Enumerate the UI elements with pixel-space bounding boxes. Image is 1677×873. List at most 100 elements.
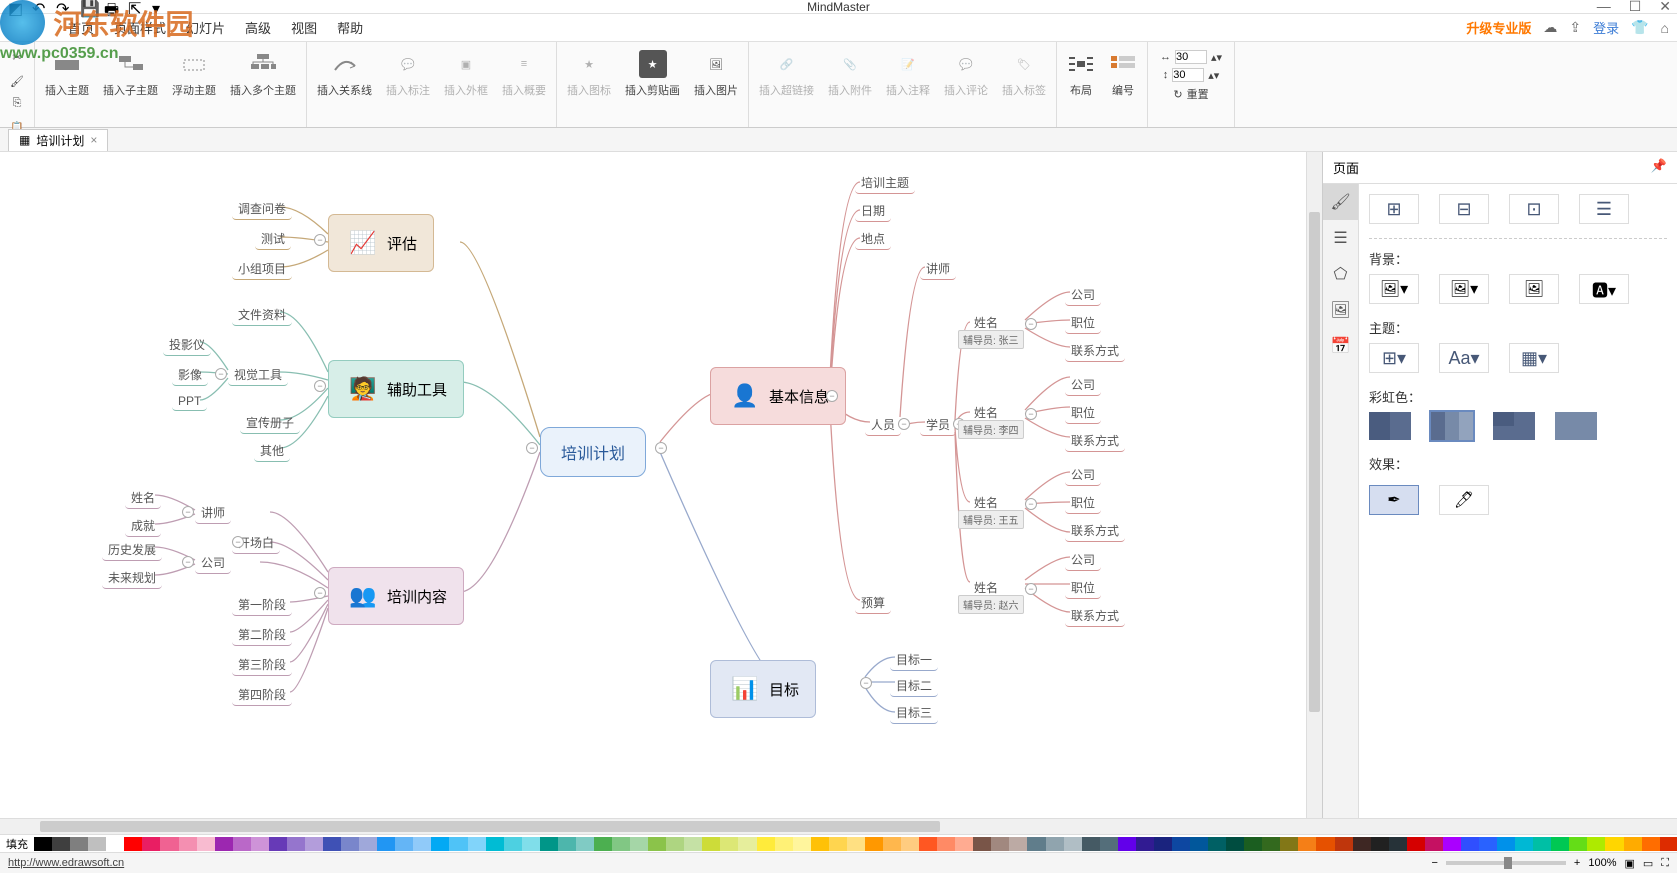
collapse-teacher-icon[interactable]: − xyxy=(182,506,194,518)
collapse-content-icon[interactable]: − xyxy=(314,587,326,599)
color-swatch[interactable] xyxy=(793,837,811,851)
color-swatch[interactable] xyxy=(1335,837,1353,851)
color-swatch[interactable] xyxy=(1064,837,1082,851)
leaf-name2[interactable]: 姓名 xyxy=(125,487,161,509)
person-tag[interactable]: 辅导员: 王五 xyxy=(958,510,1024,529)
leaf-budget[interactable]: 预算 xyxy=(855,592,891,614)
collapse-person-icon[interactable]: − xyxy=(1025,408,1037,420)
color-swatch[interactable] xyxy=(612,837,630,851)
pin-icon[interactable]: 📌 xyxy=(1651,158,1667,177)
undo-icon[interactable]: ↶ xyxy=(32,0,48,15)
color-swatch[interactable] xyxy=(684,837,702,851)
color-swatch[interactable] xyxy=(522,837,540,851)
color-swatch[interactable] xyxy=(630,837,648,851)
save-icon[interactable]: 💾 xyxy=(80,0,96,15)
color-swatch[interactable] xyxy=(1208,837,1226,851)
color-swatch[interactable] xyxy=(811,837,829,851)
branch-content[interactable]: 👥 培训内容 xyxy=(328,567,464,625)
tag-button[interactable]: 🏷插入标签 xyxy=(998,46,1050,102)
person-tag[interactable]: 辅导员: 李四 xyxy=(958,420,1024,439)
iconmark-button[interactable]: ★插入图标 xyxy=(563,46,615,102)
collapse-people-icon[interactable]: − xyxy=(898,418,910,430)
leaf-teacher[interactable]: 讲师 xyxy=(920,258,956,280)
color-swatch[interactable] xyxy=(1515,837,1533,851)
tab-help[interactable]: 帮助 xyxy=(337,18,363,37)
rainbow-4[interactable] xyxy=(1555,412,1597,440)
leaf-goal3[interactable]: 目标三 xyxy=(890,702,938,724)
color-swatch[interactable] xyxy=(1009,837,1027,851)
leaf-p3[interactable]: 第三阶段 xyxy=(232,654,292,676)
format-painter-button[interactable]: 🖌 xyxy=(6,70,28,92)
float-topic-button[interactable]: 浮动主题 xyxy=(168,46,220,102)
color-swatch[interactable] xyxy=(1298,837,1316,851)
leaf-p4[interactable]: 第四阶段 xyxy=(232,684,292,706)
mindmap-canvas[interactable]: 培训计划 − − 👤 基本信息 − 培训主题 日期 地点 人员 − 预算 讲师 … xyxy=(0,152,1306,818)
color-swatch[interactable] xyxy=(377,837,395,851)
color-swatch[interactable] xyxy=(865,837,883,851)
leaf-company[interactable]: 公司 xyxy=(1065,549,1101,571)
branch-eval[interactable]: 📈 评估 xyxy=(328,214,434,272)
layout-thumb-3[interactable]: ⊡ xyxy=(1509,194,1559,224)
color-swatch[interactable] xyxy=(1100,837,1118,851)
leaf-doc[interactable]: 文件资料 xyxy=(232,304,292,326)
color-swatch[interactable] xyxy=(955,837,973,851)
cut-button[interactable]: ✂ xyxy=(6,46,28,68)
color-swatch[interactable] xyxy=(359,837,377,851)
color-swatch[interactable] xyxy=(197,837,215,851)
layout-thumb-1[interactable]: ⊞ xyxy=(1369,194,1419,224)
theme-thumb-color[interactable]: ▦▾ xyxy=(1509,343,1559,373)
collapse-person-icon[interactable]: − xyxy=(1025,583,1037,595)
color-swatch[interactable] xyxy=(160,837,178,851)
theme-thumb-font[interactable]: Aa▾ xyxy=(1439,343,1489,373)
doc-tab-close-icon[interactable]: × xyxy=(90,133,97,147)
layout-thumb-4[interactable]: ☰ xyxy=(1579,194,1629,224)
copy-button[interactable]: ⎘ xyxy=(6,92,28,114)
leaf-company[interactable]: 公司 xyxy=(195,552,231,574)
upgrade-link[interactable]: 升级专业版 xyxy=(1466,18,1531,37)
color-swatch[interactable] xyxy=(1660,837,1677,851)
leaf-contact[interactable]: 联系方式 xyxy=(1065,605,1125,627)
leaf-contact[interactable]: 联系方式 xyxy=(1065,340,1125,362)
color-swatch[interactable] xyxy=(305,837,323,851)
leaf-goal2[interactable]: 目标二 xyxy=(890,675,938,697)
fit-page-icon[interactable]: ▣ xyxy=(1624,857,1634,870)
color-swatch[interactable] xyxy=(1262,837,1280,851)
color-swatch[interactable] xyxy=(883,837,901,851)
panel-tab-outline-icon[interactable]: ☰ xyxy=(1323,220,1358,256)
collapse-basic-icon[interactable]: − xyxy=(826,390,838,402)
color-swatch[interactable] xyxy=(775,837,793,851)
clipart-button[interactable]: ★插入剪贴画 xyxy=(621,46,684,102)
color-swatch[interactable] xyxy=(1533,837,1551,851)
insert-subtopic-button[interactable]: 插入子主题 xyxy=(99,46,162,102)
insert-topic-button[interactable]: 插入主题 xyxy=(41,46,93,102)
leaf-brochure[interactable]: 宣传册子 xyxy=(240,412,300,434)
leaf-student[interactable]: 学员 xyxy=(920,414,956,436)
comment-button[interactable]: 💬插入评论 xyxy=(940,46,992,102)
color-swatch[interactable] xyxy=(829,837,847,851)
collapse-person-icon[interactable]: − xyxy=(1025,498,1037,510)
effect-pen-1[interactable]: ✒ xyxy=(1369,485,1419,515)
layout-button[interactable]: 布局 xyxy=(1063,46,1099,102)
color-swatch[interactable] xyxy=(1569,837,1587,851)
color-swatch[interactable] xyxy=(1154,837,1172,851)
color-swatch[interactable] xyxy=(34,837,52,851)
color-swatch[interactable] xyxy=(576,837,594,851)
color-swatch[interactable] xyxy=(1353,837,1371,851)
leaf-test[interactable]: 测试 xyxy=(255,228,291,250)
person-tag[interactable]: 辅导员: 赵六 xyxy=(958,595,1024,614)
rainbow-2[interactable] xyxy=(1431,412,1473,440)
leaf-company[interactable]: 公司 xyxy=(1065,284,1101,306)
width-input[interactable]: ↔▴▾ xyxy=(1158,48,1224,66)
collapse-visual-icon[interactable]: − xyxy=(215,368,227,380)
multi-topic-button[interactable]: 插入多个主题 xyxy=(226,46,300,102)
color-swatch[interactable] xyxy=(937,837,955,851)
color-swatch[interactable] xyxy=(1316,837,1334,851)
attachment-button[interactable]: 📎插入附件 xyxy=(824,46,876,102)
boundary-button[interactable]: ▣插入外框 xyxy=(440,46,492,102)
note-button[interactable]: 📝插入注释 xyxy=(882,46,934,102)
color-swatch[interactable] xyxy=(504,837,522,851)
number-button[interactable]: 编号 xyxy=(1105,46,1141,102)
color-swatch[interactable] xyxy=(1642,837,1660,851)
central-node[interactable]: 培训计划 xyxy=(540,427,646,477)
export-icon[interactable]: ⇱ xyxy=(128,0,144,15)
